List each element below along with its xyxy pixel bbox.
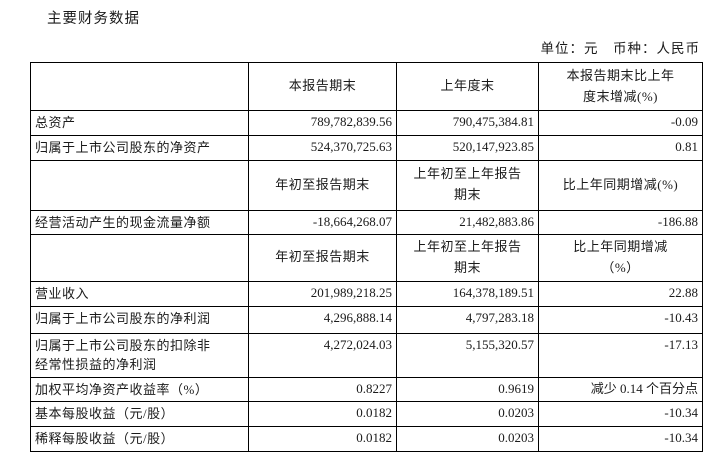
cell-value-change: 0.81 (538, 135, 703, 161)
header-row: 本报告期末 上年度末 本报告期末比上年 度末增减(%) (30, 62, 703, 111)
cell-value-prior: 0.0203 (396, 426, 539, 453)
cell-value-current: 4,296,888.14 (248, 305, 397, 334)
row-label: 基本每股收益（元/股） (30, 401, 249, 428)
col-header-yoy-change: 比上年同期增减 （%） (538, 234, 703, 282)
table-row-operating-cash-flow: 经营活动产生的现金流量净额 -18,664,268.07 21,482,883.… (30, 209, 703, 235)
unit-currency-note: 单位：元 币种：人民币 (540, 41, 700, 56)
cell-value-prior: 0.0203 (396, 401, 539, 428)
cell-value-current: 789,782,839.56 (248, 110, 397, 136)
row-label: 归属于上市公司股东的净利润 (30, 305, 249, 334)
page-title: 主要财务数据 (47, 11, 140, 27)
col-header-blank (30, 62, 249, 111)
header-row: 年初至报告期末 上年初至上年报告 期末 比上年同期增减(%) (30, 159, 703, 211)
cell-value-prior: 520,147,923.85 (396, 135, 539, 161)
row-label: 归属于上市公司股东的净资产 (30, 135, 249, 161)
cell-value-current: 0.0182 (248, 401, 397, 428)
row-label: 加权平均净资产收益率（%） (30, 376, 249, 403)
col-header-ytd-report-end: 年初至报告期末 (248, 234, 397, 282)
col-header-ytd-report-end: 年初至报告期末 (248, 159, 397, 211)
financial-table: 本报告期末 上年度末 本报告期末比上年 度末增减(%) 总资产 789,782,… (30, 62, 703, 453)
cell-value-prior: 5,155,320.57 (396, 332, 539, 378)
table-row-basic-eps: 基本每股收益（元/股） 0.0182 0.0203 -10.34 (30, 401, 703, 428)
cell-value-current: 524,370,725.63 (248, 135, 397, 161)
table-row-net-profit: 归属于上市公司股东的净利润 4,296,888.14 4,797,283.18 … (30, 305, 703, 334)
col-header-change-vs-prior-year-end: 本报告期末比上年 度末增减(%) (538, 62, 703, 111)
cell-value-change: -0.09 (538, 110, 703, 136)
cell-value-change: -17.13 (538, 332, 703, 378)
table-row-diluted-eps: 稀释每股收益（元/股） 0.0182 0.0203 -10.34 (30, 426, 703, 453)
cell-value-change: 减少 0.14 个百分点 (538, 376, 703, 403)
cell-value-current: 0.8227 (248, 376, 397, 403)
row-label: 归属于上市公司股东的扣除非 经常性损益的净利润 (30, 332, 249, 378)
col-header-yoy-change: 比上年同期增减(%) (538, 159, 703, 211)
col-header-prior-year-end: 上年度末 (396, 62, 539, 111)
col-header-current-period-end: 本报告期末 (248, 62, 397, 111)
cell-value-current: 4,272,024.03 (248, 332, 397, 378)
cell-value-current: 0.0182 (248, 426, 397, 453)
cell-value-change: -10.34 (538, 401, 703, 428)
cell-value-change: 22.88 (538, 280, 703, 307)
row-label: 稀释每股收益（元/股） (30, 426, 249, 453)
table-row-weighted-avg-roe: 加权平均净资产收益率（%） 0.8227 0.9619 减少 0.14 个百分点 (30, 376, 703, 403)
cell-value-change: -10.43 (538, 305, 703, 334)
table-row-total-assets: 总资产 789,782,839.56 790,475,384.81 -0.09 (30, 110, 703, 136)
cell-value-prior: 790,475,384.81 (396, 110, 539, 136)
table-row-net-assets: 归属于上市公司股东的净资产 524,370,725.63 520,147,923… (30, 135, 703, 161)
col-header-prior-ytd-report-end: 上年初至上年报告 期末 (396, 159, 539, 211)
col-header-blank (30, 234, 249, 282)
header-row: 年初至报告期末 上年初至上年报告 期末 比上年同期增减 （%） (30, 234, 703, 282)
col-header-prior-ytd-report-end: 上年初至上年报告 期末 (396, 234, 539, 282)
row-label: 总资产 (30, 110, 249, 136)
table-row-operating-revenue: 营业收入 201,989,218.25 164,378,189.51 22.88 (30, 280, 703, 307)
col-header-blank (30, 159, 249, 211)
cell-value-prior: 164,378,189.51 (396, 280, 539, 307)
row-label: 经营活动产生的现金流量净额 (30, 209, 249, 235)
cell-value-prior: 4,797,283.18 (396, 305, 539, 334)
cell-value-prior: 21,482,883.86 (396, 209, 539, 235)
cell-value-prior: 0.9619 (396, 376, 539, 403)
row-label: 营业收入 (30, 280, 249, 307)
cell-value-change: -10.34 (538, 426, 703, 453)
table-row-net-profit-excl-nonrecurring: 归属于上市公司股东的扣除非 经常性损益的净利润 4,272,024.03 5,1… (30, 332, 703, 378)
cell-value-change: -186.88 (538, 209, 703, 235)
cell-value-current: -18,664,268.07 (248, 209, 397, 235)
cell-value-current: 201,989,218.25 (248, 280, 397, 307)
